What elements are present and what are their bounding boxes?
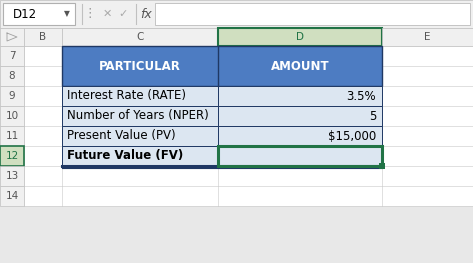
Bar (0, 28, 24, 46)
Text: D12: D12 (13, 8, 37, 21)
Bar (0, 186, 24, 206)
Bar (382, 28, 473, 46)
Bar (24, 28, 62, 46)
Text: Present Value (PV): Present Value (PV) (67, 129, 175, 143)
Bar (218, 86, 382, 106)
Text: $15,000: $15,000 (328, 129, 376, 143)
Bar (0, 106, 24, 126)
Bar (62, 28, 218, 46)
Bar (0, 66, 24, 86)
Bar (218, 126, 382, 146)
Bar (3, 3, 75, 25)
Bar (0, 86, 24, 106)
Bar (218, 146, 382, 166)
Text: Future Value (FV): Future Value (FV) (67, 149, 183, 163)
Text: C: C (136, 32, 144, 42)
Bar (62, 46, 382, 86)
Text: E: E (424, 32, 431, 42)
Text: D: D (296, 32, 304, 42)
Text: 9: 9 (9, 91, 15, 101)
Text: ▼: ▼ (64, 9, 70, 18)
Text: ⋮: ⋮ (84, 8, 96, 21)
Bar (62, 146, 218, 166)
Text: 8: 8 (9, 71, 15, 81)
Bar (0, 46, 24, 66)
Text: AMOUNT: AMOUNT (271, 59, 329, 73)
Text: 11: 11 (5, 131, 18, 141)
Text: 14: 14 (5, 191, 18, 201)
Text: Number of Years (NPER): Number of Years (NPER) (67, 109, 209, 123)
Bar (0, 0, 473, 28)
Text: 7: 7 (9, 51, 15, 61)
Text: Interest Rate (RATE): Interest Rate (RATE) (67, 89, 186, 103)
Bar (155, 3, 470, 25)
Bar (62, 106, 218, 126)
Bar (0, 166, 24, 186)
Text: 10: 10 (5, 111, 18, 121)
Text: B: B (39, 32, 46, 42)
Bar (218, 146, 382, 166)
Bar (218, 106, 382, 126)
Text: ✓: ✓ (118, 9, 128, 19)
Text: 13: 13 (5, 171, 18, 181)
Bar (0, 126, 24, 146)
Bar (0, 146, 24, 166)
Bar (24, 46, 473, 206)
Bar (218, 28, 382, 46)
Text: 5: 5 (368, 109, 376, 123)
Bar (62, 126, 218, 146)
Text: ✕: ✕ (102, 9, 112, 19)
Bar (62, 86, 218, 106)
Text: PARTICULAR: PARTICULAR (99, 59, 181, 73)
Text: 3.5%: 3.5% (346, 89, 376, 103)
Text: 12: 12 (5, 151, 18, 161)
Text: fx: fx (140, 8, 152, 21)
